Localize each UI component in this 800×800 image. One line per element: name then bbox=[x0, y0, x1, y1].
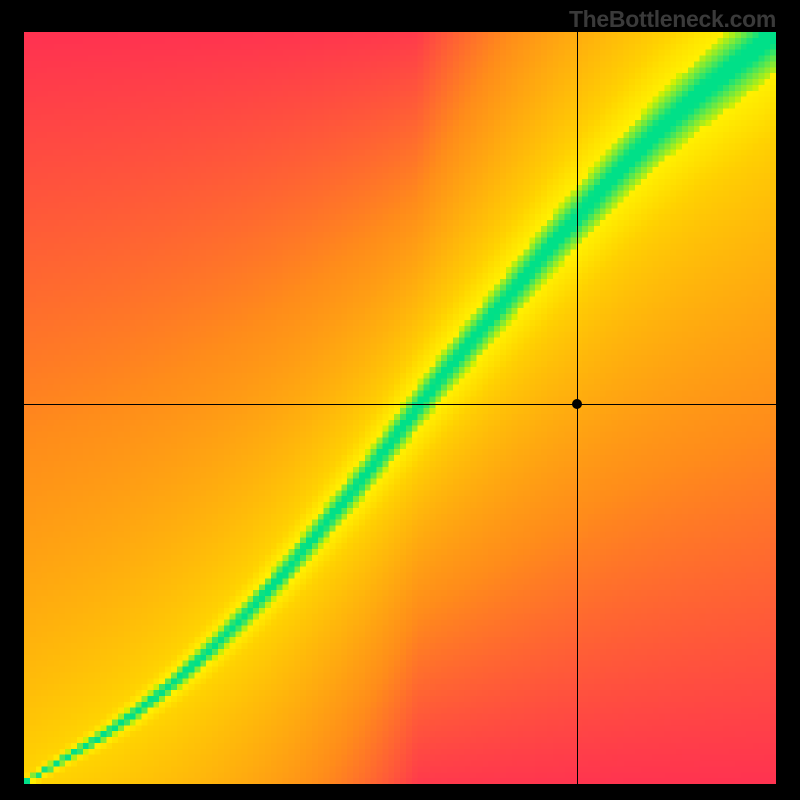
watermark-text: TheBottleneck.com bbox=[569, 6, 776, 33]
chart-container: TheBottleneck.com bbox=[0, 0, 800, 800]
crosshair-horizontal bbox=[24, 404, 776, 405]
heatmap-canvas bbox=[24, 32, 776, 784]
crosshair-marker bbox=[572, 399, 582, 409]
heatmap-plot bbox=[24, 32, 776, 784]
